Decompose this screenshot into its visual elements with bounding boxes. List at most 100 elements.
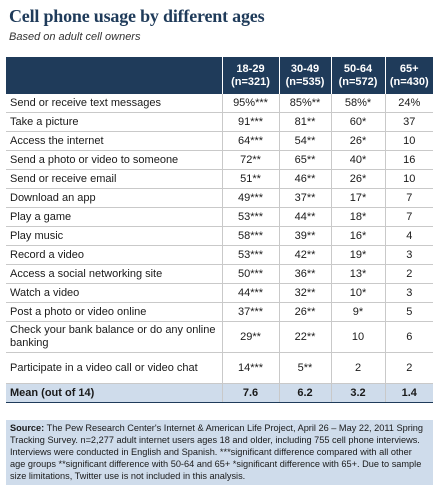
row-value: 10* — [331, 283, 386, 303]
row-value: 53*** — [222, 245, 280, 265]
row-value: 44*** — [222, 283, 280, 303]
row-value: 10 — [331, 321, 386, 353]
row-value: 5** — [279, 352, 332, 384]
column-n: (n=321) — [231, 75, 270, 88]
row-value: 2 — [385, 352, 433, 384]
row-value: 64*** — [222, 131, 280, 151]
row-value: 5 — [385, 302, 433, 322]
row-value: 39** — [279, 226, 332, 246]
table-row: Send or receive email 51** 46** 26* 10 — [6, 169, 433, 189]
row-value: 18* — [331, 207, 386, 227]
row-value: 72** — [222, 150, 280, 170]
table-row: Access a social networking site 50*** 36**… — [6, 264, 433, 284]
source-note: Source: The Pew Research Center's Intern… — [6, 420, 433, 485]
row-value: 7 — [385, 188, 433, 208]
row-value: 9* — [331, 302, 386, 322]
row-value: 44** — [279, 207, 332, 227]
row-value: 7 — [385, 207, 433, 227]
usage-table: 18-29 (n=321) 30-49 (n=535) 50-64 (n=572… — [6, 57, 433, 403]
row-value: 53*** — [222, 207, 280, 227]
row-value: 37 — [385, 112, 433, 132]
mean-label: Mean (out of 14) — [6, 383, 223, 403]
row-value: 2 — [385, 264, 433, 284]
table-row: Watch a video 44*** 32** 10* 3 — [6, 283, 433, 303]
table-row: Access the internet 64*** 54** 26* 10 — [6, 131, 433, 151]
row-value: 54** — [279, 131, 332, 151]
row-label: Record a video — [6, 245, 223, 265]
table-row: Download an app 49*** 37** 17* 7 — [6, 188, 433, 208]
mean-row: Mean (out of 14) 7.6 6.2 3.2 1.4 — [6, 383, 433, 403]
row-label: Take a picture — [6, 112, 223, 132]
table-body: Send or receive text messages 95%*** 85%**… — [6, 94, 433, 403]
column-header: 50-64 (n=572) — [331, 57, 386, 94]
row-value: 49*** — [222, 188, 280, 208]
row-label: Access the internet — [6, 131, 223, 151]
mean-value: 1.4 — [385, 383, 433, 403]
column-range: 50-64 — [343, 62, 373, 75]
header-row: 18-29 (n=321) 30-49 (n=535) 50-64 (n=572… — [6, 57, 433, 94]
row-label: Watch a video — [6, 283, 223, 303]
row-value: 3 — [385, 245, 433, 265]
column-n: (n=430) — [389, 75, 429, 88]
row-value: 60* — [331, 112, 386, 132]
row-value: 37** — [279, 188, 332, 208]
table-row: Record a video 53*** 42** 19* 3 — [6, 245, 433, 265]
row-label: Send or receive text messages — [6, 94, 223, 113]
row-value: 19* — [331, 245, 386, 265]
table-row: Check your bank balance or do any online… — [6, 321, 433, 353]
row-value: 22** — [279, 321, 332, 353]
mean-value: 3.2 — [331, 383, 386, 403]
row-value: 14*** — [222, 352, 280, 384]
row-label: Participate in a video call or video cha… — [6, 352, 223, 384]
row-value: 85%** — [279, 94, 332, 113]
row-value: 36** — [279, 264, 332, 284]
row-value: 4 — [385, 226, 433, 246]
row-value: 16 — [385, 150, 433, 170]
table-header: 18-29 (n=321) 30-49 (n=535) 50-64 (n=572… — [6, 57, 433, 94]
row-value: 58*** — [222, 226, 280, 246]
row-value: 95%*** — [222, 94, 280, 113]
mean-value: 7.6 — [222, 383, 280, 403]
row-label: Download an app — [6, 188, 223, 208]
column-range: 18-29 — [236, 62, 265, 75]
row-value: 50*** — [222, 264, 280, 284]
column-header: 65+ (n=430) — [385, 57, 433, 94]
table-row: Take a picture 91*** 81** 60* 37 — [6, 112, 433, 132]
table-row: Participate in a video call or video cha… — [6, 352, 433, 384]
row-value: 91*** — [222, 112, 280, 132]
column-header: 18-29 (n=321) — [222, 57, 280, 94]
row-value: 10 — [385, 169, 433, 189]
mean-value: 6.2 — [279, 383, 332, 403]
row-label: Play music — [6, 226, 223, 246]
page-subtitle: Based on adult cell owners — [9, 31, 141, 43]
table-row: Send a photo or video to someone 72** 65**… — [6, 150, 433, 170]
header-blank-cell — [6, 57, 223, 94]
row-value: 81** — [279, 112, 332, 132]
row-value: 3 — [385, 283, 433, 303]
row-label: Post a photo or video online — [6, 302, 223, 322]
page-title: Cell phone usage by different ages — [9, 6, 265, 26]
row-value: 32** — [279, 283, 332, 303]
row-value: 46** — [279, 169, 332, 189]
row-value: 29** — [222, 321, 280, 353]
column-range: 65+ — [399, 62, 419, 75]
row-value: 17* — [331, 188, 386, 208]
row-label: Play a game — [6, 207, 223, 227]
row-value: 26** — [279, 302, 332, 322]
row-value: 16* — [331, 226, 386, 246]
row-value: 26* — [331, 131, 386, 151]
row-value: 65** — [279, 150, 332, 170]
source-text: The Pew Research Center's Internet & Ame… — [10, 423, 424, 457]
row-value: 2 — [331, 352, 386, 384]
row-value: 10 — [385, 131, 433, 151]
row-label: Access a social networking site — [6, 264, 223, 284]
table-row: Post a photo or video online 37*** 26** 9* 5 — [6, 302, 433, 322]
row-value: 26* — [331, 169, 386, 189]
table-row: Play music 58*** 39** 16* 4 — [6, 226, 433, 246]
table-row: Play a game 53*** 44** 18* 7 — [6, 207, 433, 227]
column-range: 30-49 — [290, 62, 320, 75]
significance-notes: ***significant difference compared with … — [10, 447, 422, 481]
row-label: Send a photo or video to someone — [6, 150, 223, 170]
row-value: 37*** — [222, 302, 280, 322]
